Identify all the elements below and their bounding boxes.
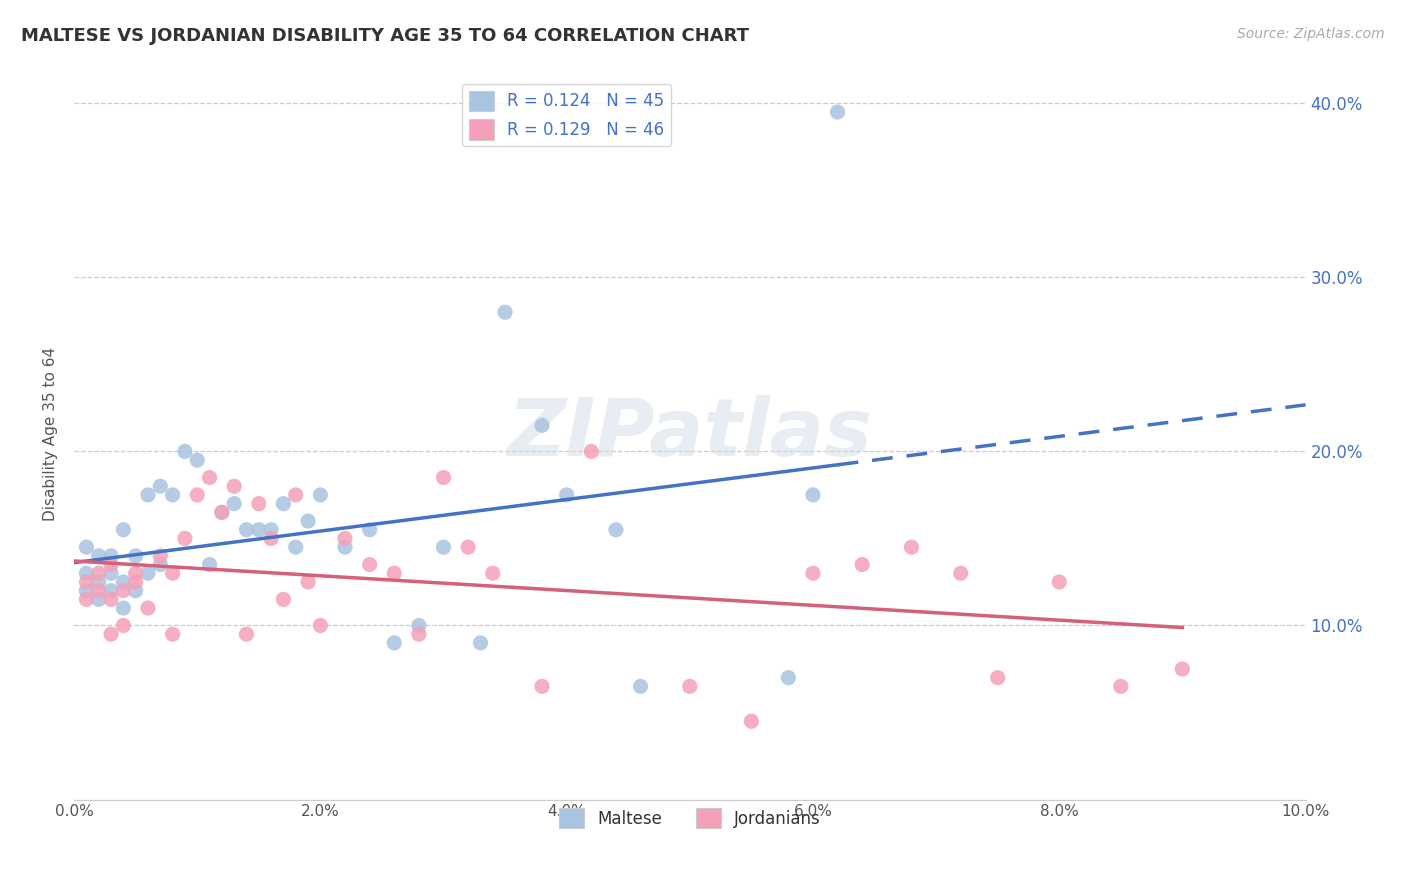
Point [136,566,159,581]
Point [100,558,122,572]
Point [987,671,1010,685]
Point [900,540,922,554]
Point [1171,662,1194,676]
Point [149,558,172,572]
Point [100,549,122,563]
Point [87,549,110,563]
Point [112,583,135,598]
Point [162,488,184,502]
Point [284,540,307,554]
Point [112,574,135,589]
Point [136,601,159,615]
Point [679,679,702,693]
Point [778,671,800,685]
Point [273,497,295,511]
Point [408,627,430,641]
Point [124,566,146,581]
Point [1047,574,1070,589]
Point [112,618,135,632]
Point [273,592,295,607]
Point [297,574,319,589]
Point [432,540,454,554]
Point [75,583,97,598]
Point [359,558,381,572]
Point [149,479,172,493]
Point [555,488,578,502]
Point [100,627,122,641]
Point [162,627,184,641]
Text: MALTESE VS JORDANIAN DISABILITY AGE 35 TO 64 CORRELATION CHART: MALTESE VS JORDANIAN DISABILITY AGE 35 T… [21,27,749,45]
Point [124,574,146,589]
Point [630,679,652,693]
Point [162,566,184,581]
Point [481,566,503,581]
Point [198,558,221,572]
Point [198,470,221,484]
Point [87,574,110,589]
Text: Source: ZipAtlas.com: Source: ZipAtlas.com [1237,27,1385,41]
Point [112,601,135,615]
Point [494,305,516,319]
Text: ZIPatlas: ZIPatlas [508,395,872,473]
Point [851,558,873,572]
Point [112,523,135,537]
Point [75,566,97,581]
Point [87,583,110,598]
Point [605,523,627,537]
Point [186,488,208,502]
Point [260,532,283,546]
Point [87,566,110,581]
Point [382,636,405,650]
Point [247,523,270,537]
Point [87,592,110,607]
Point [100,583,122,598]
Point [801,566,824,581]
Point [581,444,603,458]
Point [531,679,554,693]
Point [247,497,270,511]
Point [309,618,332,632]
Point [174,532,197,546]
Point [1109,679,1132,693]
Point [284,488,307,502]
Point [100,592,122,607]
Point [801,488,824,502]
Point [75,540,97,554]
Point [333,532,356,546]
Legend: Maltese, Jordanians: Maltese, Jordanians [553,801,827,835]
Point [531,418,554,433]
Point [75,574,97,589]
Point [297,514,319,528]
Point [136,488,159,502]
Point [309,488,332,502]
Point [235,523,257,537]
Point [740,714,762,729]
Point [124,583,146,598]
Point [124,549,146,563]
Point [211,505,233,519]
Y-axis label: Disability Age 35 to 64: Disability Age 35 to 64 [44,347,58,521]
Point [408,618,430,632]
Point [235,627,257,641]
Point [100,566,122,581]
Point [211,505,233,519]
Point [149,549,172,563]
Point [827,105,849,120]
Point [224,497,246,511]
Point [260,523,283,537]
Point [432,470,454,484]
Point [359,523,381,537]
Point [333,540,356,554]
Point [186,453,208,467]
Point [470,636,492,650]
Point [224,479,246,493]
Point [174,444,197,458]
Point [457,540,479,554]
Point [75,592,97,607]
Point [382,566,405,581]
Point [949,566,972,581]
